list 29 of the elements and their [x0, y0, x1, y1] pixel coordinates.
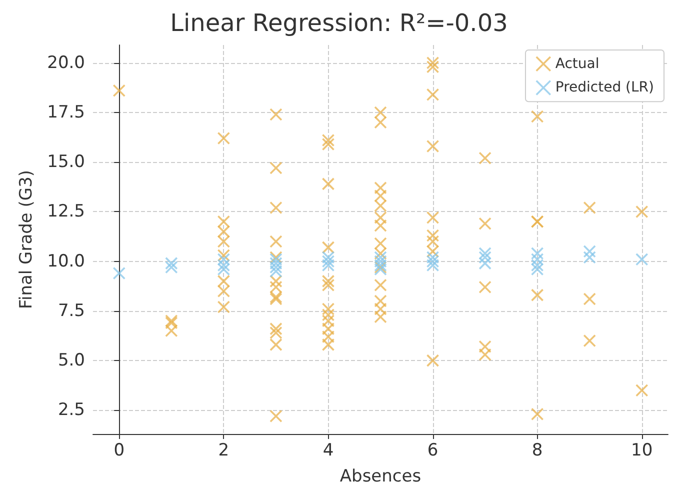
point: [112, 266, 126, 280]
x-tick-label: 2: [218, 440, 230, 460]
y-tick-label: 2.5: [58, 400, 85, 420]
y-axis-title: Final Grade (G3): [16, 170, 36, 310]
y-tick-label: 5.0: [58, 350, 85, 371]
legend-label: Actual: [555, 56, 600, 72]
chart-title: Linear Regression: R²=-0.03: [170, 9, 508, 37]
x-tick-label: 8: [532, 440, 543, 460]
x-tick-label: 6: [427, 440, 438, 460]
x-tick-label: 10: [631, 440, 653, 460]
legend-label: Predicted (LR): [555, 80, 654, 96]
point: [635, 252, 648, 266]
x-tick-label: 0: [114, 440, 125, 460]
y-tick-label: 17.5: [47, 102, 85, 122]
point: [583, 245, 596, 258]
y-tick-label: 7.5: [58, 300, 85, 321]
point: [426, 254, 440, 268]
point: [217, 258, 230, 272]
y-tick-label: 15.0: [47, 152, 85, 172]
y-tick-label: 20.0: [47, 52, 85, 73]
point: [165, 256, 178, 270]
point: [478, 250, 492, 264]
point: [165, 260, 178, 274]
point: [322, 254, 335, 268]
x-axis-title: Absences: [340, 466, 422, 486]
x-tick-label: 4: [322, 440, 334, 460]
point: [583, 250, 596, 264]
y-tick-label: 12.5: [47, 202, 85, 222]
y-tick-label: 10.0: [47, 251, 85, 272]
